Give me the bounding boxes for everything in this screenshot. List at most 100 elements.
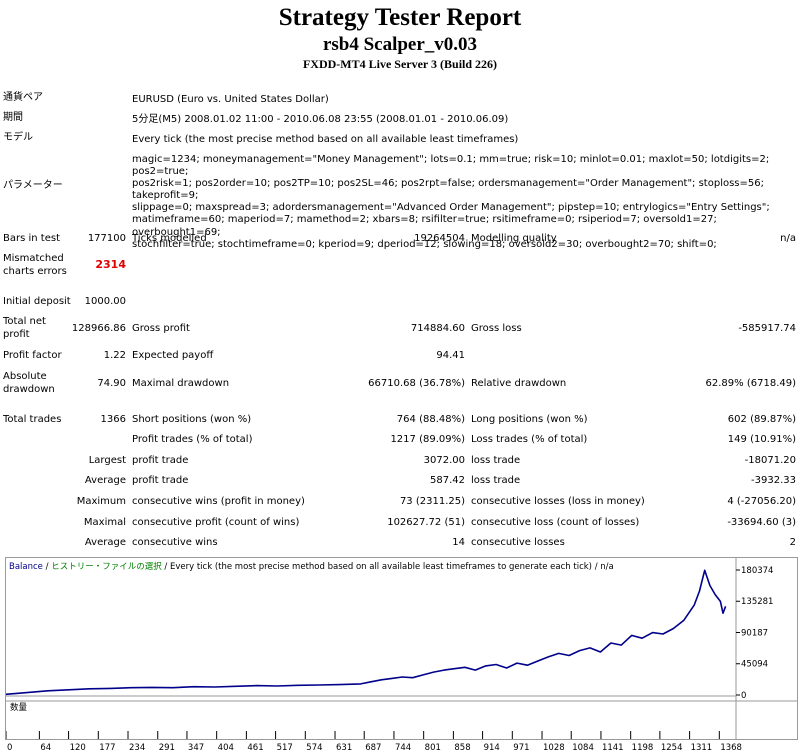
trades-label: Total trades <box>3 414 62 425</box>
bars-value: 177100 <box>87 233 126 244</box>
server-name: FXDD-MT4 Live Server 3 (Build 226) <box>302 57 498 71</box>
quality-label: Modelling quality <box>471 233 557 244</box>
x-tick-label: 1198 <box>632 743 654 753</box>
chart-legend: Balance / ヒストリー・ファイルの選択 / Every tick (th… <box>9 562 614 572</box>
pf-label: Profit factor <box>3 350 62 361</box>
ticks-label: Ticks modelled <box>132 233 207 244</box>
ea-name: rsb4 Scalper_v0.03 <box>322 34 478 55</box>
maximum-label: Maximum <box>76 496 126 507</box>
max-losses-value: 4 (-27056.20) <box>727 496 796 507</box>
gross-loss-label: Gross loss <box>471 323 522 334</box>
absdd-label-2: drawdown <box>3 384 55 395</box>
x-tick-label: 461 <box>247 743 263 753</box>
params-label: パラメーター <box>3 180 63 191</box>
avg-loss-value: -3932.33 <box>751 475 796 486</box>
x-tick-label: 971 <box>513 743 529 753</box>
gross-profit-label: Gross profit <box>132 323 190 334</box>
param-line: matimeframe=60; maperiod=7; mamethod=2; … <box>132 214 717 238</box>
average-label: Average <box>84 475 126 486</box>
largest-label: Largest <box>88 455 126 466</box>
param-line: stochfilter=true; stochtimeframe=0; kper… <box>132 238 717 250</box>
model-value: Every tick (the most precise method base… <box>132 134 519 145</box>
ptrades-value: 1217 (89.09%) <box>390 434 465 445</box>
symbol-label: 通貨ペア <box>3 92 43 103</box>
short-label: Short positions (won %) <box>132 414 252 425</box>
y-tick-label: 0 <box>741 691 746 701</box>
x-tick-label: 517 <box>277 743 293 753</box>
ltrades-label: Loss trades (% of total) <box>471 434 588 445</box>
reldd-value: 62.89% (6718.49) <box>705 378 796 389</box>
x-tick-label: 687 <box>365 743 381 753</box>
x-axis-labels: 0 64 120 177 234 291 347 404 461 517 574 631 687 744 8… <box>7 743 742 753</box>
deposit-value: 1000.00 <box>84 296 126 307</box>
x-tick-label: 347 <box>188 743 204 753</box>
legend-rest: / Every tick (the most precise method ba… <box>161 562 614 572</box>
mismatch-value: 2314 <box>95 258 126 271</box>
x-tick-label: 177 <box>99 743 115 753</box>
y-tick-label: 135281 <box>741 597 773 607</box>
x-tick-label: 120 <box>70 743 86 753</box>
maxdd-value: 66710.68 (36.78%) <box>368 378 465 389</box>
ticks-value: 19264504 <box>414 233 465 244</box>
net-label-1: Total net <box>3 316 46 327</box>
maximal-label: Maximal <box>83 517 126 528</box>
chart-svg: 180374 135281 90187 45094 0 数量 <box>6 558 797 739</box>
x-tick-label: 1254 <box>661 743 683 753</box>
x-tick-label: 64 <box>40 743 51 753</box>
gross-loss-value: -585917.74 <box>738 323 796 334</box>
max-losses-label: consecutive losses (loss in money) <box>471 496 645 507</box>
balance-series-line <box>6 569 727 696</box>
maximal-profit-value: 102627.72 (51) <box>387 517 465 528</box>
avg-losses-label: consecutive losses <box>471 537 565 548</box>
maximal-loss-value: -33694.60 (3) <box>727 517 796 528</box>
max-wins-label: consecutive wins (profit in money) <box>132 496 305 507</box>
x-tick-label: 291 <box>159 743 175 753</box>
param-line: magic=1234; moneymanagement="Money Manag… <box>132 154 770 178</box>
avg-loss-label: loss trade <box>471 475 521 486</box>
quality-value: n/a <box>780 233 796 244</box>
report-title: Strategy Tester Report <box>278 4 522 31</box>
param-line: slippage=0; maxspread=3; adordersmanagem… <box>132 202 770 214</box>
net-label-2: profit <box>3 329 30 340</box>
deposit-label: Initial deposit <box>3 296 71 307</box>
largest-loss-value: -18071.20 <box>744 455 796 466</box>
avg-profit-label: profit trade <box>132 475 189 486</box>
mismatch-label-2: charts errors <box>3 266 67 277</box>
avg-wins-label: consecutive wins <box>132 537 218 548</box>
x-tick-label: 1028 <box>543 743 565 753</box>
x-tick-label: 1141 <box>602 743 624 753</box>
x-tick-label: 914 <box>484 743 500 753</box>
x-tick-label: 0 <box>7 743 12 753</box>
x-tick-label: 631 <box>336 743 352 753</box>
maximal-loss-label: consecutive loss (count of losses) <box>471 517 640 528</box>
short-value: 764 (88.48%) <box>396 414 465 425</box>
period-value: 5分足(M5) 2008.01.02 11:00 - 2010.06.08 23… <box>132 114 509 125</box>
long-label: Long positions (won %) <box>471 414 588 425</box>
maximal-profit-label: consecutive profit (count of wins) <box>132 517 300 528</box>
x-tick-label: 574 <box>306 743 322 753</box>
max-wins-value: 73 (2311.25) <box>399 496 465 507</box>
reldd-label: Relative drawdown <box>471 378 567 389</box>
x-tick-label: 404 <box>218 743 234 753</box>
avg-wins-value: 14 <box>452 537 465 548</box>
y-tick-label: 45094 <box>741 660 768 670</box>
x-tick-label: 801 <box>425 743 441 753</box>
x-tick-label: 744 <box>395 743 411 753</box>
legend-history: ヒストリー・ファイルの選択 <box>51 562 162 572</box>
largest-loss-label: loss trade <box>471 455 521 466</box>
avg-profit-value: 587.42 <box>430 475 465 486</box>
x-tick-label: 234 <box>129 743 145 753</box>
pf-value: 1.22 <box>103 350 126 361</box>
x-tick-label: 858 <box>454 743 470 753</box>
legend-balance: Balance <box>9 562 43 572</box>
balance-chart: Balance / ヒストリー・ファイルの選択 / Every tick (th… <box>5 557 798 740</box>
trades-value: 1366 <box>100 414 126 425</box>
largest-profit-value: 3072.00 <box>423 455 465 466</box>
long-value: 602 (89.87%) <box>727 414 796 425</box>
ptrades-label: Profit trades (% of total) <box>132 434 253 445</box>
payoff-value: 94.41 <box>436 350 465 361</box>
mismatch-label-1: Mismatched <box>3 253 64 264</box>
period-label: 期間 <box>3 112 23 123</box>
x-tick-label: 1368 <box>720 743 742 753</box>
ltrades-value: 149 (10.91%) <box>727 434 796 445</box>
